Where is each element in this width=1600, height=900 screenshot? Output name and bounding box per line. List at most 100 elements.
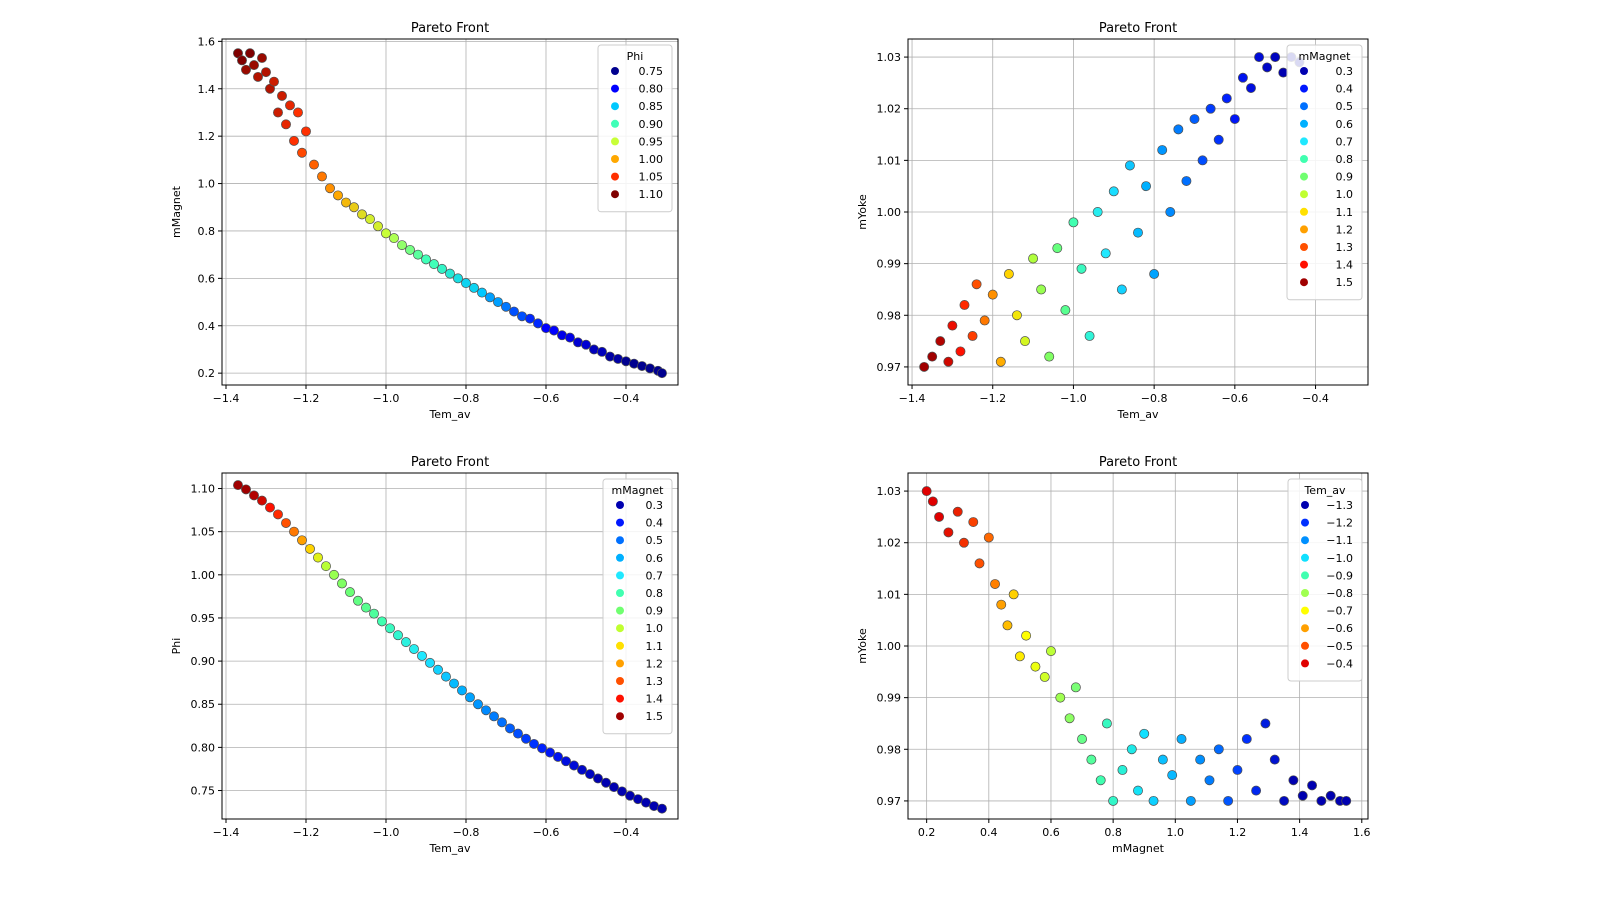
scatter-point bbox=[293, 107, 303, 118]
legend-marker bbox=[616, 501, 624, 509]
scatter-point bbox=[1055, 692, 1066, 703]
legend-marker bbox=[616, 606, 624, 615]
scatter-point bbox=[529, 738, 539, 749]
scatter-point bbox=[273, 509, 283, 520]
y-tick-label: 0.97 bbox=[877, 361, 902, 374]
scatter-point bbox=[1189, 114, 1200, 124]
scatter-point bbox=[1021, 630, 1032, 641]
scatter-point bbox=[1076, 263, 1087, 274]
scatter-point bbox=[934, 511, 945, 522]
scatter-point bbox=[397, 240, 407, 251]
legend-marker bbox=[1301, 606, 1309, 615]
legend-label: 1.2 bbox=[646, 657, 664, 670]
chart-title: Pareto Front bbox=[1099, 21, 1177, 36]
legend-marker bbox=[1300, 119, 1308, 128]
scatter-point bbox=[1195, 754, 1206, 765]
scatter-point bbox=[1223, 795, 1234, 806]
scatter-point bbox=[609, 782, 619, 793]
scatter-point bbox=[983, 532, 994, 543]
chart-title: Pareto Front bbox=[411, 455, 489, 470]
legend-marker bbox=[616, 659, 624, 668]
scatter-point bbox=[1157, 145, 1168, 155]
scatter-point bbox=[1229, 114, 1240, 124]
scatter-point bbox=[473, 699, 483, 710]
scatter-point bbox=[445, 268, 455, 279]
scatter-point bbox=[1086, 754, 1097, 765]
scatter-point bbox=[253, 71, 263, 82]
scatter-point bbox=[1036, 284, 1047, 295]
legend-marker bbox=[611, 137, 619, 146]
legend-title: mMagnet bbox=[1299, 50, 1352, 63]
scatter-point bbox=[955, 346, 966, 357]
scatter-point bbox=[257, 53, 267, 63]
scatter-point bbox=[959, 300, 970, 310]
scatter-point bbox=[1064, 713, 1075, 724]
scatter-point bbox=[297, 147, 307, 158]
scatter-point bbox=[1008, 589, 1019, 600]
chart-panel-3: −1.4 −1.2 −1.0 −0.8 −0.6 −0.40.750.800.850.90… bbox=[170, 455, 679, 855]
scatter-point bbox=[1039, 672, 1050, 682]
y-tick-label: 0.95 bbox=[191, 612, 216, 625]
scatter-point bbox=[377, 616, 387, 627]
legend-marker bbox=[616, 553, 624, 562]
legend-marker bbox=[611, 119, 619, 128]
scatter-point bbox=[1070, 682, 1081, 693]
legend-title: Phi bbox=[627, 50, 644, 63]
scatter-point bbox=[601, 777, 611, 788]
legend: mMagnet 0.3 0.4 0.5 0.6 0.7 0.8 0.9 1.0 1.1 1.2 1.3… bbox=[602, 478, 673, 735]
y-tick-label: 0.99 bbox=[877, 258, 902, 271]
scatter-point bbox=[1141, 181, 1152, 192]
scatter-point bbox=[549, 325, 559, 336]
scatter-point bbox=[1237, 72, 1248, 83]
scatter-point bbox=[1095, 775, 1106, 786]
scatter-point bbox=[501, 301, 511, 312]
chart-panel-1: −1.4 −1.2 −1.0 −0.8 −0.6 −0.4 0.2 0.4 0.6 0.8 1.0 1… bbox=[170, 21, 679, 421]
scatter-point bbox=[393, 630, 403, 641]
scatter-point bbox=[577, 764, 587, 775]
scatter-point bbox=[1157, 754, 1168, 765]
scatter-point bbox=[345, 587, 355, 598]
scatter-point bbox=[277, 90, 287, 101]
scatter-point bbox=[537, 743, 547, 754]
scatter-point bbox=[657, 803, 667, 814]
scatter-point bbox=[429, 259, 439, 270]
scatter-point bbox=[1108, 186, 1119, 197]
scatter-point bbox=[1149, 269, 1160, 279]
y-tick-label: 1.2 bbox=[198, 130, 216, 143]
scatter-point bbox=[241, 64, 251, 75]
scatter-point bbox=[1167, 770, 1178, 781]
legend-label: 0.4 bbox=[646, 517, 664, 530]
y-axis-label: mMagnet bbox=[170, 185, 183, 238]
legend: Tem_av −1.3 −1.2 −1.1 −1.0 −0.9 −0.8 −0.7 −0.6 −0… bbox=[1287, 478, 1363, 682]
scatter-point bbox=[935, 336, 946, 347]
legend-marker bbox=[616, 694, 624, 703]
scatter-point bbox=[1100, 248, 1111, 259]
scatter-point bbox=[1270, 52, 1281, 63]
scatter-point bbox=[285, 100, 295, 111]
y-axis-label: mYoke bbox=[856, 628, 869, 664]
scatter-point bbox=[597, 346, 607, 357]
scatter-point bbox=[1052, 243, 1063, 254]
y-tick-label: 0.8 bbox=[198, 225, 216, 238]
legend-label: −0.9 bbox=[1326, 569, 1353, 582]
x-tick-label: 1.6 bbox=[1353, 826, 1371, 839]
scatter-point bbox=[1117, 764, 1128, 775]
x-axis-label: Tem_av bbox=[428, 408, 471, 421]
legend-marker bbox=[616, 571, 624, 580]
plot-frame bbox=[221, 472, 679, 820]
scatter-point bbox=[1092, 207, 1103, 217]
legend-label: −0.4 bbox=[1326, 657, 1353, 670]
scatter-point bbox=[990, 579, 1000, 589]
scatter-point bbox=[979, 315, 990, 326]
scatter-point bbox=[505, 723, 515, 734]
y-tick-label: 1.05 bbox=[191, 526, 216, 539]
scatter-points bbox=[921, 486, 1352, 806]
x-tick-label: −0.4 bbox=[1302, 392, 1329, 405]
scatter-point bbox=[958, 537, 969, 548]
x-tick-label: −1.2 bbox=[293, 826, 320, 839]
legend-marker bbox=[1300, 278, 1308, 287]
legend-label: 1.4 bbox=[1336, 259, 1354, 272]
scatter-point bbox=[1279, 795, 1290, 806]
legend-label: 0.3 bbox=[646, 499, 664, 512]
x-tick-label: 0.2 bbox=[918, 826, 936, 839]
